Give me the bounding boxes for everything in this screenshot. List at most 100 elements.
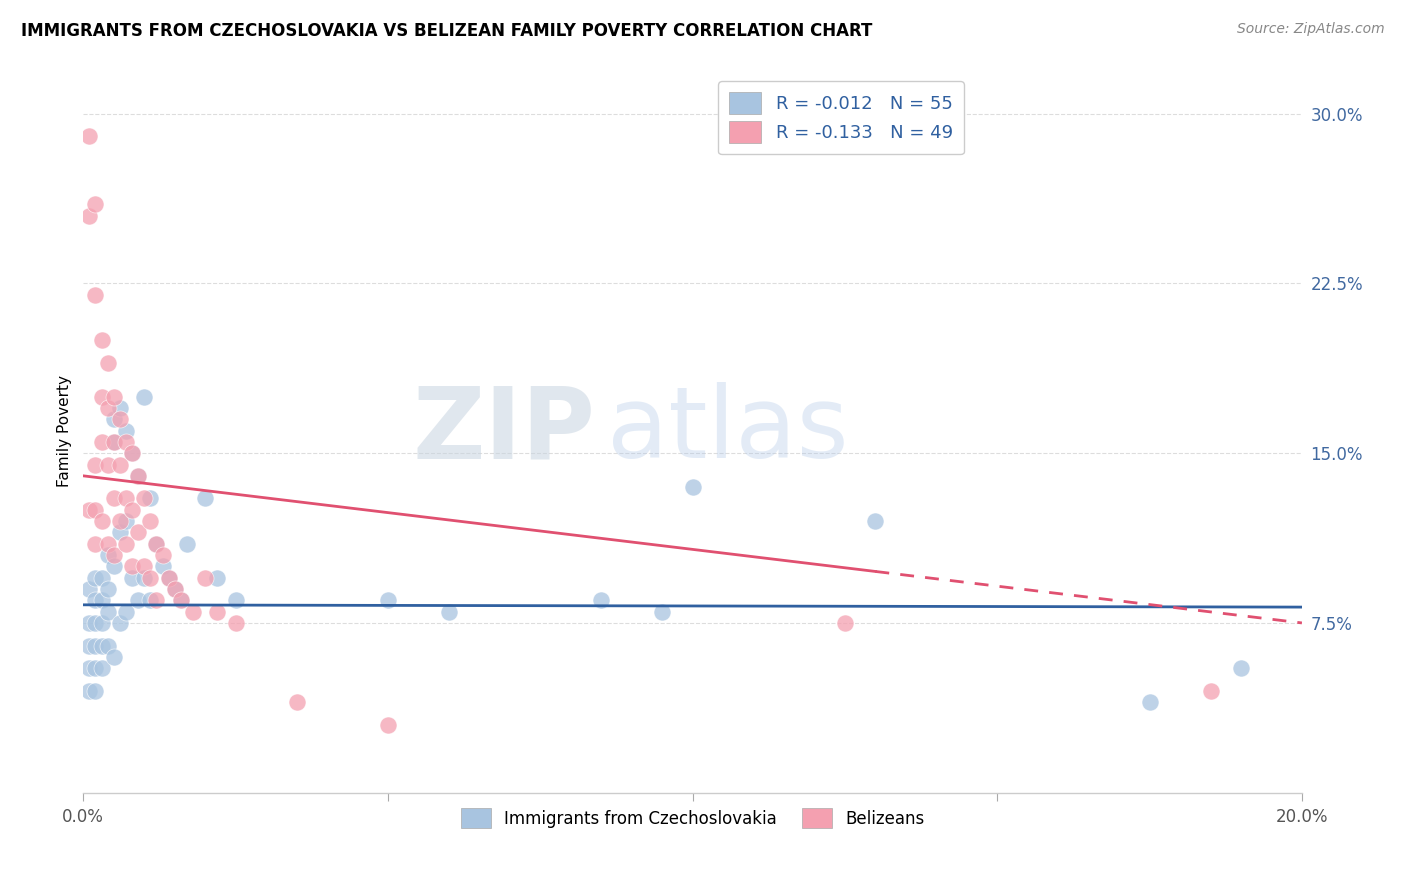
Point bbox=[84, 593, 107, 607]
Point bbox=[145, 537, 167, 551]
Y-axis label: Family Poverty: Family Poverty bbox=[58, 375, 72, 487]
Point bbox=[97, 356, 120, 370]
Point bbox=[115, 424, 138, 438]
Point bbox=[115, 491, 138, 506]
Point bbox=[115, 605, 138, 619]
Point bbox=[152, 559, 174, 574]
Point bbox=[1230, 661, 1253, 675]
Point bbox=[170, 593, 193, 607]
Point bbox=[97, 605, 120, 619]
Point bbox=[225, 615, 247, 630]
Point bbox=[108, 401, 131, 415]
Point bbox=[865, 514, 887, 528]
Point bbox=[127, 468, 149, 483]
Point bbox=[84, 661, 107, 675]
Point bbox=[682, 480, 704, 494]
Text: IMMIGRANTS FROM CZECHOSLOVAKIA VS BELIZEAN FAMILY POVERTY CORRELATION CHART: IMMIGRANTS FROM CZECHOSLOVAKIA VS BELIZE… bbox=[21, 22, 873, 40]
Point bbox=[134, 390, 156, 404]
Point bbox=[834, 615, 856, 630]
Point bbox=[115, 434, 138, 449]
Point bbox=[108, 458, 131, 472]
Point bbox=[103, 434, 125, 449]
Point bbox=[103, 390, 125, 404]
Point bbox=[84, 197, 107, 211]
Point bbox=[207, 605, 229, 619]
Point bbox=[181, 605, 204, 619]
Text: atlas: atlas bbox=[607, 382, 849, 479]
Point bbox=[84, 683, 107, 698]
Point bbox=[79, 639, 101, 653]
Point bbox=[103, 548, 125, 562]
Point bbox=[139, 593, 162, 607]
Point bbox=[79, 661, 101, 675]
Point bbox=[79, 615, 101, 630]
Point bbox=[108, 412, 131, 426]
Point bbox=[84, 571, 107, 585]
Point bbox=[127, 593, 149, 607]
Point bbox=[437, 605, 460, 619]
Point bbox=[134, 571, 156, 585]
Point bbox=[97, 548, 120, 562]
Point bbox=[127, 525, 149, 540]
Point bbox=[1199, 683, 1222, 698]
Point bbox=[157, 571, 180, 585]
Point bbox=[115, 514, 138, 528]
Point bbox=[121, 446, 143, 460]
Point bbox=[285, 695, 308, 709]
Point bbox=[163, 582, 186, 596]
Point bbox=[79, 503, 101, 517]
Point bbox=[121, 559, 143, 574]
Point bbox=[651, 605, 673, 619]
Point bbox=[84, 615, 107, 630]
Text: ZIP: ZIP bbox=[412, 382, 595, 479]
Point bbox=[90, 333, 112, 347]
Point bbox=[139, 571, 162, 585]
Point bbox=[152, 548, 174, 562]
Point bbox=[134, 491, 156, 506]
Point bbox=[108, 615, 131, 630]
Point bbox=[103, 649, 125, 664]
Point bbox=[591, 593, 613, 607]
Point bbox=[163, 582, 186, 596]
Point bbox=[121, 503, 143, 517]
Point bbox=[97, 458, 120, 472]
Point bbox=[207, 571, 229, 585]
Point bbox=[84, 458, 107, 472]
Point bbox=[145, 593, 167, 607]
Point bbox=[90, 514, 112, 528]
Point bbox=[1139, 695, 1161, 709]
Point bbox=[225, 593, 247, 607]
Point bbox=[103, 491, 125, 506]
Point bbox=[90, 390, 112, 404]
Point bbox=[103, 412, 125, 426]
Point bbox=[97, 401, 120, 415]
Point bbox=[121, 571, 143, 585]
Point bbox=[84, 288, 107, 302]
Point bbox=[377, 718, 399, 732]
Point bbox=[134, 559, 156, 574]
Point bbox=[79, 683, 101, 698]
Point bbox=[115, 537, 138, 551]
Point bbox=[90, 639, 112, 653]
Point bbox=[90, 615, 112, 630]
Point bbox=[145, 537, 167, 551]
Point bbox=[97, 639, 120, 653]
Point bbox=[97, 582, 120, 596]
Point bbox=[121, 446, 143, 460]
Point bbox=[103, 434, 125, 449]
Point bbox=[79, 582, 101, 596]
Point bbox=[377, 593, 399, 607]
Point bbox=[79, 209, 101, 223]
Point bbox=[90, 593, 112, 607]
Point bbox=[127, 468, 149, 483]
Point bbox=[139, 514, 162, 528]
Point bbox=[194, 571, 217, 585]
Point bbox=[90, 434, 112, 449]
Point bbox=[157, 571, 180, 585]
Point bbox=[79, 129, 101, 144]
Point bbox=[90, 661, 112, 675]
Point bbox=[194, 491, 217, 506]
Point bbox=[108, 514, 131, 528]
Point bbox=[84, 639, 107, 653]
Point bbox=[84, 537, 107, 551]
